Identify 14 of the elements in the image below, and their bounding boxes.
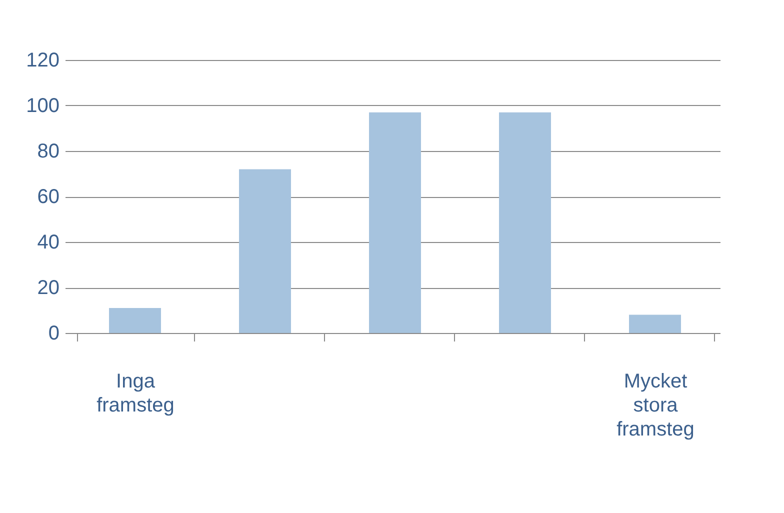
bar — [109, 308, 161, 333]
bar — [369, 112, 421, 333]
bar — [499, 112, 551, 333]
bar — [239, 169, 291, 333]
x-tick-label: Mycket stora framsteg — [616, 370, 694, 440]
y-tick-label: 120 — [26, 50, 60, 72]
bar — [629, 314, 681, 333]
y-tick-label: 60 — [37, 186, 60, 208]
x-tick-label: Inga framsteg — [96, 370, 174, 416]
y-tick-label: 100 — [26, 95, 60, 117]
y-tick-label: 80 — [37, 140, 60, 162]
y-tick-label: 40 — [37, 232, 60, 254]
y-tick-label: 0 — [48, 322, 60, 344]
y-tick-label: 20 — [37, 277, 60, 299]
